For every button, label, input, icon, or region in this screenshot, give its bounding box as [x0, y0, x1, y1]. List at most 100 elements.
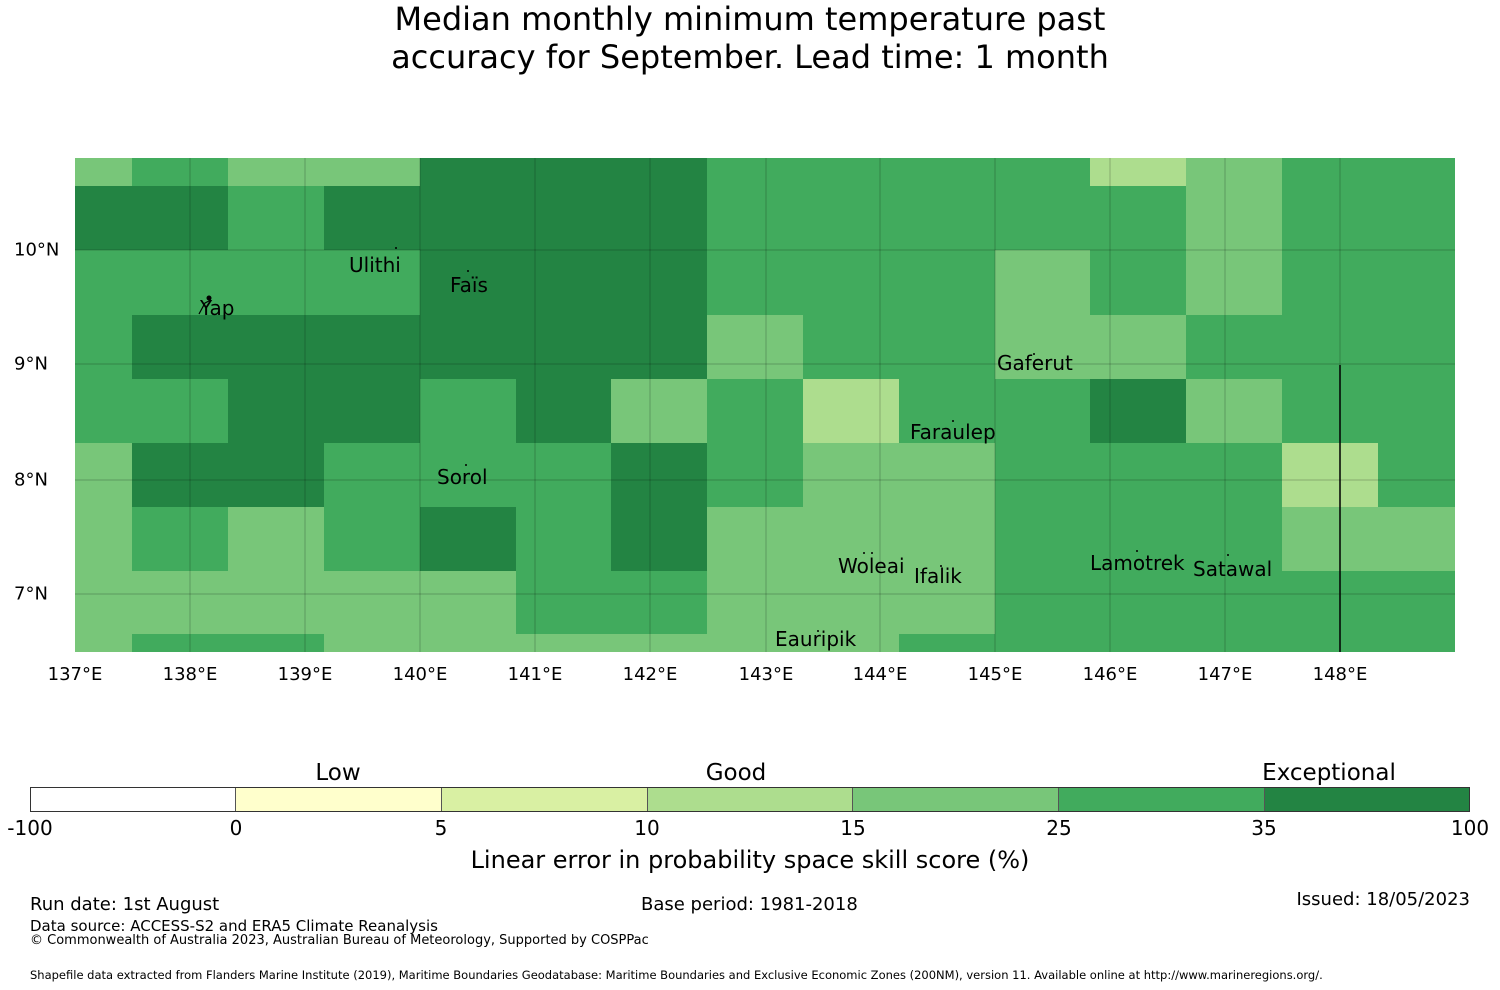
colorbar-category-low: Low: [315, 760, 361, 786]
x-tick-148: 148°E: [1312, 664, 1368, 685]
skill-cell: [324, 315, 421, 380]
skill-cell: [803, 158, 900, 187]
skill-cell: [707, 315, 804, 380]
skill-cell: [228, 315, 325, 380]
place-label-woleai: Woleai: [838, 554, 905, 578]
colorbar-tick: -100: [7, 816, 53, 840]
skill-cell: [611, 634, 708, 652]
x-tick-145: 145°E: [967, 664, 1023, 685]
island-markers: [198, 247, 1229, 632]
place-label-gaferut: Gaferut: [997, 351, 1073, 375]
skill-cell: [707, 634, 804, 652]
skill-cell: [1090, 250, 1187, 316]
skill-cell: [707, 250, 804, 316]
skill-cell: [516, 443, 612, 508]
colorbar: [30, 787, 1471, 812]
skill-cell: [899, 571, 996, 635]
skill-cell: [324, 443, 421, 508]
data-source: Data source: ACCESS-S2 and ERA5 Climate …: [30, 917, 438, 935]
issued-date: Issued: 18/05/2023: [1296, 889, 1470, 910]
skill-cell: [1282, 379, 1379, 444]
skill-cell: [420, 158, 517, 187]
colorbar-tick: 15: [840, 816, 866, 840]
skill-cell: [1090, 507, 1187, 572]
colorbar-tick: 0: [229, 816, 243, 840]
skill-cell: [516, 158, 612, 187]
skill-cell: [899, 315, 996, 380]
y-tick-9n: 9°N: [14, 353, 48, 375]
skill-cell: [1090, 379, 1187, 444]
x-tick-139: 139°E: [277, 664, 333, 685]
colorbar-swatch-1: [30, 787, 236, 812]
skill-cell: [995, 250, 1091, 316]
place-label-faraulep: Faraulep: [910, 420, 996, 444]
skill-cell: [803, 507, 900, 572]
skill-cell: [420, 443, 517, 508]
title-line-2: accuracy for September. Lead time: 1 mon…: [391, 38, 1109, 76]
skill-cell: [707, 443, 804, 508]
colorbar-tick: 35: [1251, 816, 1277, 840]
skill-cell: [1090, 315, 1187, 380]
colorbar-tick: 25: [1046, 816, 1072, 840]
skill-cell: [228, 507, 325, 572]
skill-cell: [803, 250, 900, 316]
skill-cell: [1282, 158, 1379, 187]
skill-cell: [324, 507, 421, 572]
colorbar-swatch-4: [647, 787, 854, 812]
skill-cell: [420, 250, 517, 316]
skill-cell: [516, 634, 612, 652]
skill-cell: [1378, 250, 1455, 316]
skill-cell: [611, 443, 708, 508]
skill-cell: [516, 186, 612, 251]
skill-cell: [995, 571, 1091, 635]
place-label-satawal: Satawal: [1193, 557, 1273, 581]
skill-cell: [228, 571, 325, 635]
x-tick-137: 137°E: [47, 664, 103, 685]
skill-cell: [899, 634, 996, 652]
skill-cell: [995, 507, 1091, 572]
skill-cell: [75, 443, 133, 508]
x-tick-141: 141°E: [507, 664, 563, 685]
skill-cell: [1378, 186, 1455, 251]
skill-cell: [132, 507, 229, 572]
skill-cell: [420, 186, 517, 251]
skill-cell: [1186, 443, 1283, 508]
skill-cell: [803, 443, 900, 508]
skill-cell: [611, 158, 708, 187]
skill-cell: [707, 379, 804, 444]
colorbar-swatch-6: [1059, 787, 1266, 812]
skill-cell: [899, 379, 996, 444]
skill-cell: [75, 158, 133, 187]
skill-cell: [75, 507, 133, 572]
skill-cell: [516, 315, 612, 380]
skill-cell: [132, 571, 229, 635]
skill-cell: [611, 379, 708, 444]
place-label-ifalik: Ifalik: [914, 564, 962, 588]
place-label-yap: Yap: [200, 296, 235, 320]
colorbar-category-good: Good: [705, 760, 767, 786]
colorbar-tick: 10: [634, 816, 660, 840]
skill-cell: [803, 634, 900, 652]
colorbar-category-exceptional: Exceptional: [1262, 760, 1396, 786]
skill-cell: [1282, 634, 1379, 652]
skill-cell: [899, 507, 996, 572]
skill-cell: [420, 571, 517, 635]
x-tick-140: 140°E: [392, 664, 448, 685]
skill-cell: [1378, 507, 1455, 572]
skill-cell: [1282, 315, 1379, 380]
skill-cell: [1186, 158, 1283, 187]
skill-cell: [132, 250, 229, 316]
skill-cell: [611, 315, 708, 380]
x-tick-147: 147°E: [1197, 664, 1253, 685]
skill-cell: [1186, 507, 1283, 572]
x-tick-143: 143°E: [738, 664, 794, 685]
skill-cell: [324, 186, 421, 251]
skill-cell: [707, 186, 804, 251]
copyright-notice: © Commonwealth of Australia 2023, Austra…: [30, 933, 649, 948]
skill-cell: [132, 443, 229, 508]
skill-cell: [611, 571, 708, 635]
skill-cell: [611, 186, 708, 251]
skill-cell: [995, 186, 1091, 251]
skill-cell: [995, 158, 1091, 187]
skill-cell: [228, 634, 325, 652]
